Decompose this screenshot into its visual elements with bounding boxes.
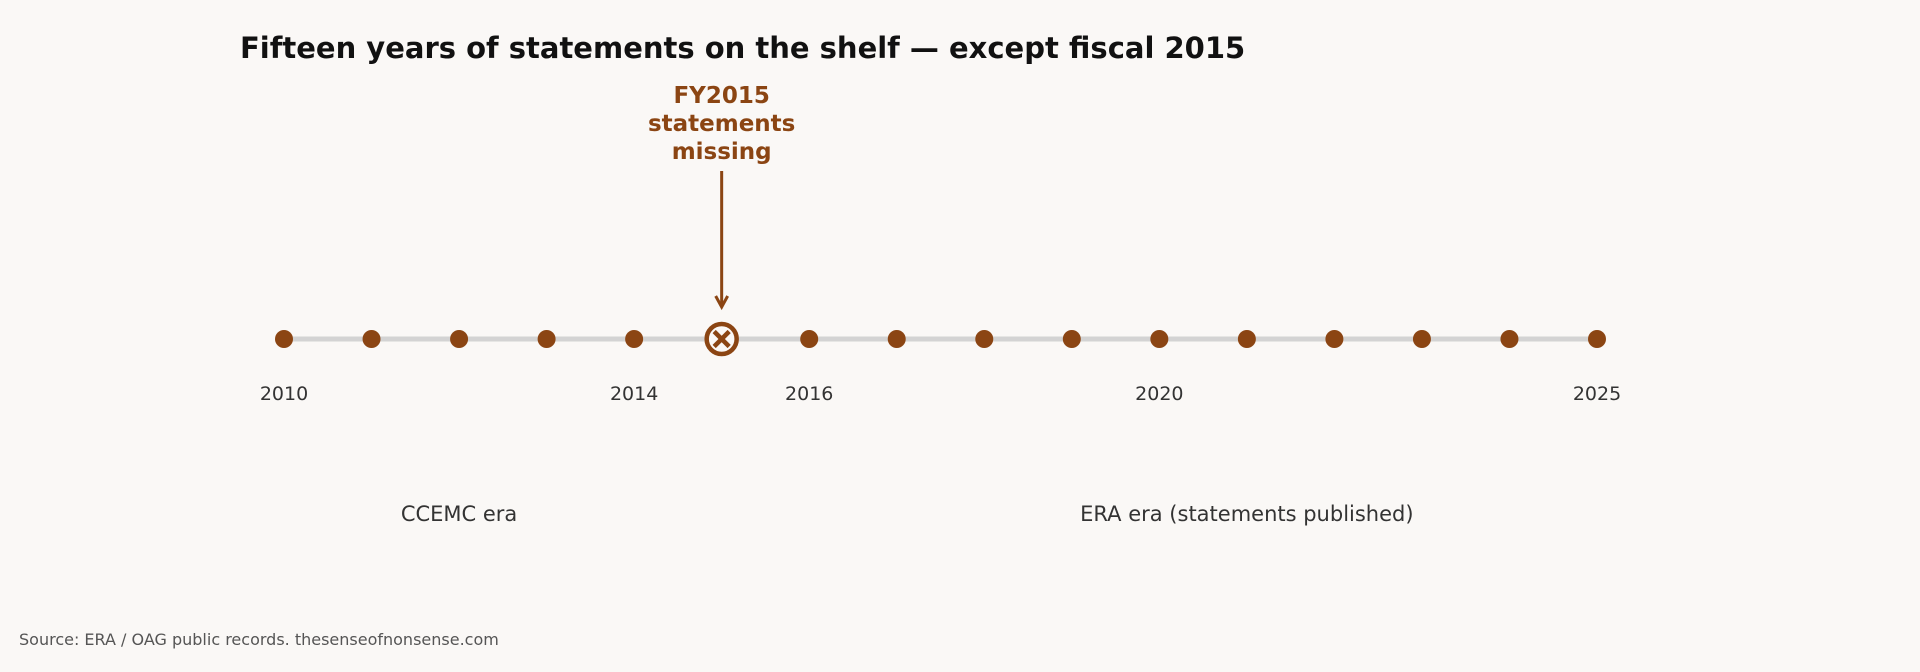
tick-label: 2010 xyxy=(260,383,308,405)
year-marker xyxy=(450,330,469,348)
tick-label: 2020 xyxy=(1135,383,1183,405)
year-marker xyxy=(1500,330,1519,348)
tick-label: 2014 xyxy=(610,383,658,405)
era-label: CCEMC era xyxy=(401,502,517,526)
year-marker xyxy=(1062,330,1081,348)
chart-title: Fifteen years of statements on the shelf… xyxy=(240,31,1245,65)
tick-label: 2016 xyxy=(785,383,833,405)
year-marker xyxy=(362,330,381,348)
era-label: ERA era (statements published) xyxy=(1080,502,1413,526)
tick-labels: 2010 2014 2016 2020 2025 xyxy=(260,383,1621,405)
year-marker xyxy=(1325,330,1344,348)
year-marker xyxy=(975,330,994,348)
year-marker xyxy=(887,330,906,348)
year-marker xyxy=(1150,330,1169,348)
era-labels: CCEMC era ERA era (statements published) xyxy=(401,502,1414,526)
year-marker xyxy=(275,330,293,348)
year-marker xyxy=(625,330,644,348)
year-marker xyxy=(1237,330,1256,348)
missing-year-marker xyxy=(704,321,739,357)
source-note: Source: ERA / OAG public records. thesen… xyxy=(19,630,499,649)
annotation-text: missing xyxy=(672,139,772,165)
year-marker xyxy=(1588,330,1606,348)
tick-label: 2025 xyxy=(1573,383,1621,405)
year-marker xyxy=(1412,330,1431,348)
year-marker xyxy=(800,330,819,348)
annotation-text: statements xyxy=(648,111,795,137)
annotation-arrowhead xyxy=(714,295,729,311)
annotation-text: FY2015 xyxy=(673,83,769,109)
year-marker xyxy=(537,330,556,348)
year-markers xyxy=(275,321,1606,357)
